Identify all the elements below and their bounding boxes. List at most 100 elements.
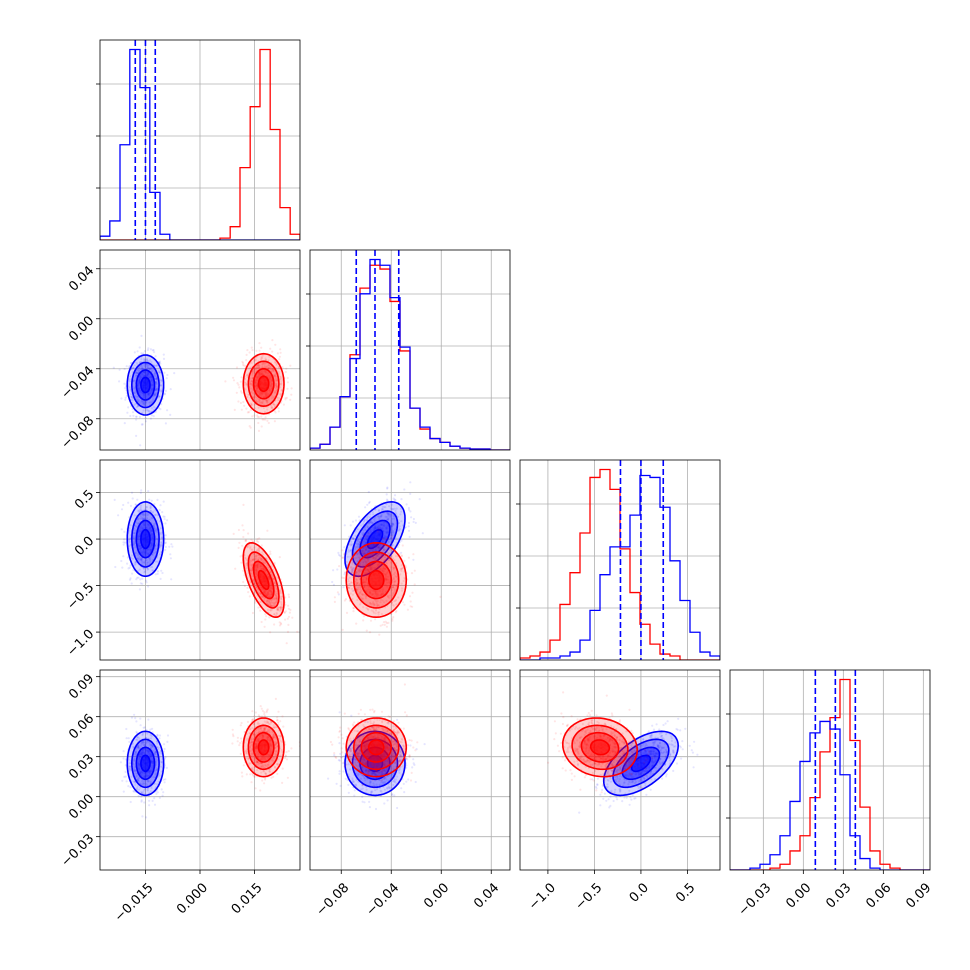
scatter-point (397, 596, 400, 599)
scatter-point (348, 582, 351, 585)
scatter-point (151, 349, 154, 352)
scatter-point (380, 523, 383, 526)
scatter-point (372, 601, 375, 604)
scatter-point (130, 393, 133, 396)
scatter-point (137, 366, 140, 369)
scatter-point (397, 543, 401, 546)
scatter-point (124, 764, 127, 767)
scatter-point (153, 371, 157, 374)
scatter-point (391, 537, 394, 540)
scatter-point (144, 523, 147, 526)
scatter-point (150, 499, 153, 502)
scatter-point (156, 783, 159, 786)
scatter-point (381, 505, 384, 508)
scatter-point (256, 769, 259, 772)
scatter-point (381, 554, 384, 558)
scatter-point (140, 751, 143, 754)
scatter-point (135, 396, 138, 399)
scatter-point (371, 564, 374, 567)
scatter-point (148, 804, 151, 807)
scatter-point (139, 771, 142, 775)
scatter-point (256, 761, 259, 764)
scatter-point (383, 505, 386, 509)
scatter-point (164, 522, 167, 525)
scatter-point (163, 393, 166, 396)
scatter-point (143, 571, 146, 574)
scatter-point (255, 389, 258, 392)
scatter-point (401, 567, 404, 570)
scatter-point (386, 512, 389, 515)
scatter-point (385, 571, 389, 575)
scatter-point (153, 395, 156, 398)
scatter-point (139, 578, 142, 581)
density-fill-0 (140, 529, 150, 549)
scatter-point (376, 530, 379, 533)
scatter-point (392, 531, 395, 534)
scatter-point (137, 522, 140, 525)
scatter-point (259, 372, 262, 375)
scatter-point (276, 608, 279, 611)
scatter-point (269, 631, 272, 634)
scatter-point (143, 551, 146, 554)
scatter-point (148, 741, 151, 744)
scatter-point (406, 608, 409, 611)
scatter-point (414, 521, 417, 525)
scatter-point (161, 536, 164, 540)
scatter-point (359, 568, 362, 571)
scatter-point (242, 361, 245, 365)
scatter-point (151, 384, 154, 387)
scatter-point (255, 349, 258, 352)
scatter-point (152, 775, 155, 779)
panel-frame (519, 459, 721, 661)
scatter-point (369, 590, 372, 593)
scatter-point (267, 397, 270, 401)
scatter-point (375, 554, 378, 558)
scatter-point (366, 515, 370, 518)
scatter-point (254, 573, 258, 576)
scatter-point (148, 527, 152, 530)
scatter-point (146, 526, 149, 529)
scatter-point (258, 349, 261, 352)
scatter-point (251, 349, 254, 352)
scatter-point (128, 578, 132, 581)
scatter-point (138, 765, 141, 768)
scatter-point (273, 561, 276, 565)
scatter-point (375, 595, 378, 598)
scatter-point (264, 392, 267, 395)
scatter-point (148, 546, 151, 549)
scatter-point (137, 768, 140, 771)
scatter-point (352, 607, 355, 610)
scatter-point (367, 534, 370, 538)
scatter-point (363, 540, 366, 543)
scatter-point (144, 559, 147, 562)
scatter-point (256, 376, 259, 379)
scatter-point (162, 791, 165, 794)
scatter-point (273, 623, 276, 626)
scatter-point (153, 372, 156, 375)
scatter-point (132, 745, 135, 748)
scatter-point (387, 512, 390, 515)
scatter-point (392, 566, 396, 569)
scatter-point (390, 601, 393, 604)
scatter-point (146, 408, 149, 411)
scatter-point (395, 598, 398, 602)
scatter-point (275, 597, 279, 600)
scatter-point (140, 365, 143, 368)
scatter-point (162, 750, 165, 753)
scatter-point (267, 592, 270, 595)
scatter-point (245, 562, 248, 565)
scatter-point (336, 568, 339, 571)
scatter-point (287, 607, 290, 610)
scatter-point (128, 386, 131, 389)
scatter-point (268, 576, 271, 579)
scatter-point (155, 755, 158, 758)
scatter-point (365, 518, 368, 522)
scatter-point (240, 737, 243, 740)
scatter-point (154, 377, 157, 380)
scatter-point (369, 567, 372, 571)
scatter-point (153, 549, 156, 552)
scatter-point (148, 771, 151, 774)
scatter-point (364, 571, 367, 574)
scatter-point (145, 362, 148, 366)
scatter-point (114, 565, 117, 569)
